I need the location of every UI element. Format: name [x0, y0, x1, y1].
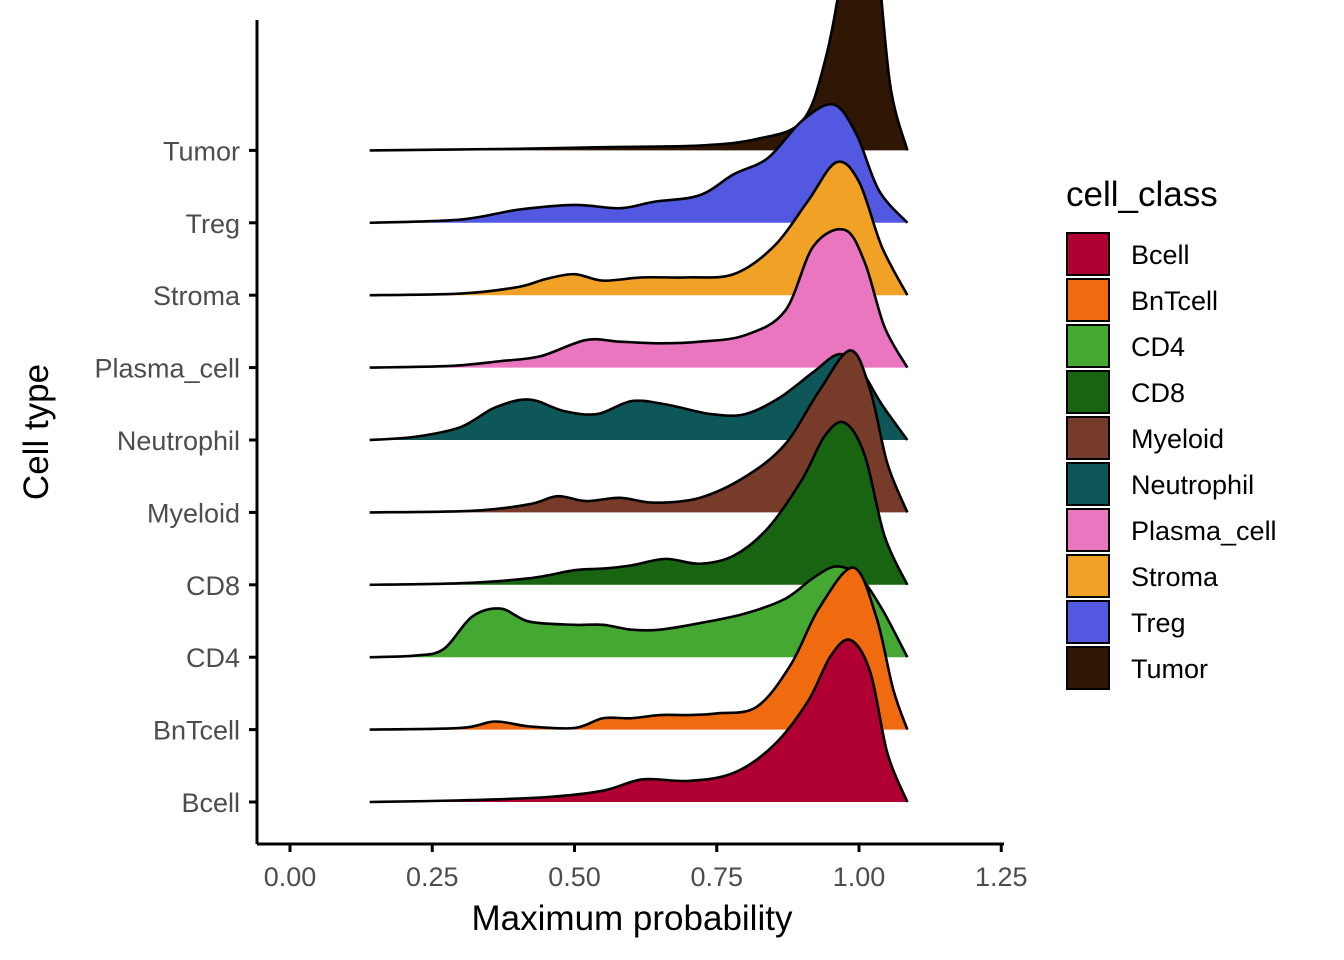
- ridge-area-bcell: [369, 639, 908, 802]
- y-tick-label-bcell: Bcell: [181, 788, 240, 818]
- y-tick-label-stroma: Stroma: [153, 281, 241, 311]
- legend-label-treg: Treg: [1131, 608, 1186, 638]
- legend-label-neutrophil: Neutrophil: [1131, 470, 1254, 500]
- legend-label-cd8: CD8: [1131, 378, 1185, 408]
- legend-label-bcell: Bcell: [1131, 240, 1190, 270]
- legend-swatch-cd4: [1066, 324, 1110, 368]
- legend-swatch-plasma_cell: [1066, 508, 1110, 552]
- ridge-outline-stroma: [369, 160, 909, 297]
- ridges-layer: [369, 0, 909, 804]
- legend-swatch-tumor: [1066, 646, 1110, 690]
- legend-swatch-neutrophil: [1066, 462, 1110, 506]
- ridge-outline-treg: [369, 102, 909, 225]
- ridge-area-treg: [369, 104, 908, 223]
- x-tick-label: 0.00: [264, 862, 317, 892]
- ridge-area-myeloid: [369, 350, 908, 513]
- y-tick-label-myeloid: Myeloid: [147, 498, 240, 528]
- x-ticks: 0.00 0.25 0.50 0.75 1.00 1.25: [264, 844, 1028, 892]
- ridge-outline-bntcell: [369, 566, 909, 731]
- y-tick-label-neutrophil: Neutrophil: [117, 426, 240, 456]
- legend-swatch-treg: [1066, 600, 1110, 644]
- legend-swatch-stroma: [1066, 554, 1110, 598]
- legend-items: Bcell BnTcell CD4 CD8 Myeloid Neutrophil Plasm…: [1066, 232, 1277, 690]
- y-axis-title: Cell type: [17, 364, 56, 500]
- axes-layer: Bcell BnTcell CD4 CD8 Myeloid Neutrophil Plasm…: [94, 20, 1028, 892]
- ridge-area-neutrophil: [369, 354, 908, 440]
- ridge-outline-cd4: [369, 565, 909, 659]
- y-tick-label-plasma_cell: Plasma_cell: [94, 354, 240, 384]
- ridge-outline-plasma_cell: [369, 227, 909, 369]
- legend-swatch-myeloid: [1066, 416, 1110, 460]
- y-ticks: Bcell BnTcell CD4 CD8 Myeloid Neutrophil Plasm…: [94, 136, 257, 818]
- legend-swatch-bntcell: [1066, 278, 1110, 322]
- legend-swatch-cd8: [1066, 370, 1110, 414]
- legend-title: cell_class: [1066, 175, 1218, 214]
- y-tick-label-tumor: Tumor: [163, 136, 240, 166]
- ridge-outline-tumor: [369, 0, 909, 152]
- x-tick-label: 1.00: [833, 862, 886, 892]
- x-tick-label: 0.25: [406, 862, 459, 892]
- legend-label-plasma_cell: Plasma_cell: [1131, 516, 1277, 546]
- legend-label-tumor: Tumor: [1131, 654, 1208, 684]
- y-tick-label-bntcell: BnTcell: [153, 716, 240, 746]
- ridge-outline-bcell: [369, 638, 909, 804]
- y-tick-label-cd4: CD4: [186, 643, 240, 673]
- ridge-area-plasma_cell: [369, 229, 908, 368]
- x-axis-title: Maximum probability: [472, 899, 793, 938]
- legend-label-stroma: Stroma: [1131, 562, 1219, 592]
- ridge-area-cd8: [369, 421, 908, 585]
- legend-label-bntcell: BnTcell: [1131, 286, 1218, 316]
- legend: cell_class Bcell BnTcell CD4 CD8 Myeloid Neut…: [1066, 175, 1277, 690]
- legend-label-cd4: CD4: [1131, 332, 1185, 362]
- ridge-area-stroma: [369, 161, 908, 296]
- x-tick-label: 0.75: [690, 862, 743, 892]
- x-tick-label: 0.50: [548, 862, 601, 892]
- y-tick-label-cd8: CD8: [186, 571, 240, 601]
- ridge-area-cd4: [369, 566, 908, 658]
- legend-label-myeloid: Myeloid: [1131, 424, 1224, 454]
- y-tick-label-treg: Treg: [185, 209, 240, 239]
- legend-swatch-bcell: [1066, 232, 1110, 276]
- ridge-outline-myeloid: [369, 349, 909, 514]
- ridge-outline-cd8: [369, 420, 909, 587]
- x-tick-label: 1.25: [975, 862, 1028, 892]
